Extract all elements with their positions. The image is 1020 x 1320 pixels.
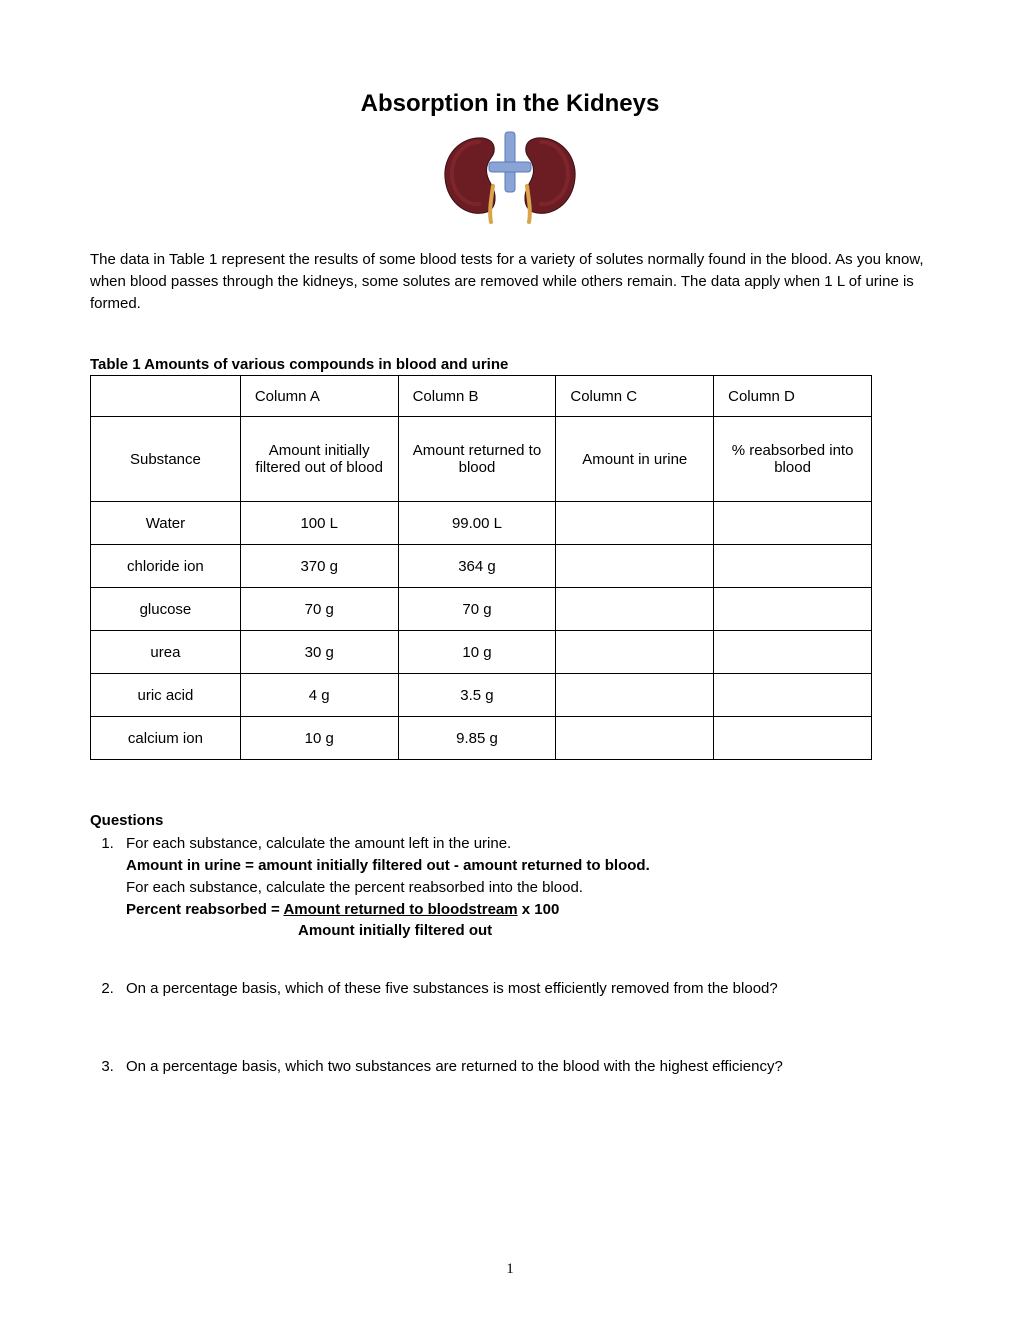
cell-substance: uric acid — [91, 674, 241, 717]
cell-substance: chloride ion — [91, 545, 241, 588]
page-title: Absorption in the Kidneys — [90, 90, 930, 118]
worksheet-page: Absorption in the Kidneys The data in Ta… — [0, 0, 1020, 1320]
col-header: Column B — [398, 376, 556, 417]
data-table: Column A Column B Column C Column D Subs… — [90, 375, 872, 760]
cell — [556, 502, 714, 545]
cell — [556, 717, 714, 760]
cell: 99.00 L — [398, 502, 556, 545]
col-header: Column C — [556, 376, 714, 417]
cell: 10 g — [240, 717, 398, 760]
cell-substance: Water — [91, 502, 241, 545]
table-row: Column A Column B Column C Column D — [91, 376, 872, 417]
cell — [714, 717, 872, 760]
table-row: Water 100 L 99.00 L — [91, 502, 872, 545]
cell: 9.85 g — [398, 717, 556, 760]
question-3: On a percentage basis, which two substan… — [118, 1056, 930, 1078]
sub-header: Substance — [91, 417, 241, 502]
intro-paragraph: The data in Table 1 represent the result… — [90, 249, 930, 314]
cell — [714, 588, 872, 631]
questions-list: For each substance, calculate the amount… — [118, 833, 930, 1077]
kidneys-icon — [435, 126, 585, 226]
cell: 370 g — [240, 545, 398, 588]
cell: 100 L — [240, 502, 398, 545]
table-row: urea 30 g 10 g — [91, 631, 872, 674]
cell: 3.5 g — [398, 674, 556, 717]
col-header: Column A — [240, 376, 398, 417]
cell — [556, 545, 714, 588]
cell: 70 g — [240, 588, 398, 631]
table-caption: Table 1 Amounts of various compounds in … — [90, 356, 930, 373]
kidney-illustration — [90, 126, 930, 231]
question-1: For each substance, calculate the amount… — [118, 833, 930, 942]
q1-formula2-bottom: Amount initially filtered out — [298, 922, 492, 939]
cell — [714, 674, 872, 717]
col-header — [91, 376, 241, 417]
q1-formula2-top: Percent reabsorbed = Amount returned to … — [126, 901, 559, 918]
sub-header: Amount initially filtered out of blood — [240, 417, 398, 502]
question-2: On a percentage basis, which of these fi… — [118, 978, 930, 1000]
sub-header: Amount returned to blood — [398, 417, 556, 502]
table-row: glucose 70 g 70 g — [91, 588, 872, 631]
cell: 10 g — [398, 631, 556, 674]
cell-substance: urea — [91, 631, 241, 674]
table-row: Substance Amount initially filtered out … — [91, 417, 872, 502]
cell: 4 g — [240, 674, 398, 717]
cell — [556, 631, 714, 674]
table-row: chloride ion 370 g 364 g — [91, 545, 872, 588]
cell — [714, 545, 872, 588]
sub-header: % reabsorbed into blood — [714, 417, 872, 502]
cell: 30 g — [240, 631, 398, 674]
cell — [714, 631, 872, 674]
table-row: uric acid 4 g 3.5 g — [91, 674, 872, 717]
questions-heading: Questions — [90, 812, 930, 829]
cell-substance: glucose — [91, 588, 241, 631]
cell — [556, 588, 714, 631]
q1-line1: For each substance, calculate the amount… — [126, 835, 511, 852]
table-row: calcium ion 10 g 9.85 g — [91, 717, 872, 760]
col-header: Column D — [714, 376, 872, 417]
cell: 364 g — [398, 545, 556, 588]
cell — [556, 674, 714, 717]
sub-header: Amount in urine — [556, 417, 714, 502]
cell — [714, 502, 872, 545]
cell: 70 g — [398, 588, 556, 631]
q1-formula1: Amount in urine = amount initially filte… — [126, 857, 650, 874]
q1-line2: For each substance, calculate the percen… — [126, 879, 583, 896]
cell-substance: calcium ion — [91, 717, 241, 760]
page-number: 1 — [0, 1261, 1020, 1278]
